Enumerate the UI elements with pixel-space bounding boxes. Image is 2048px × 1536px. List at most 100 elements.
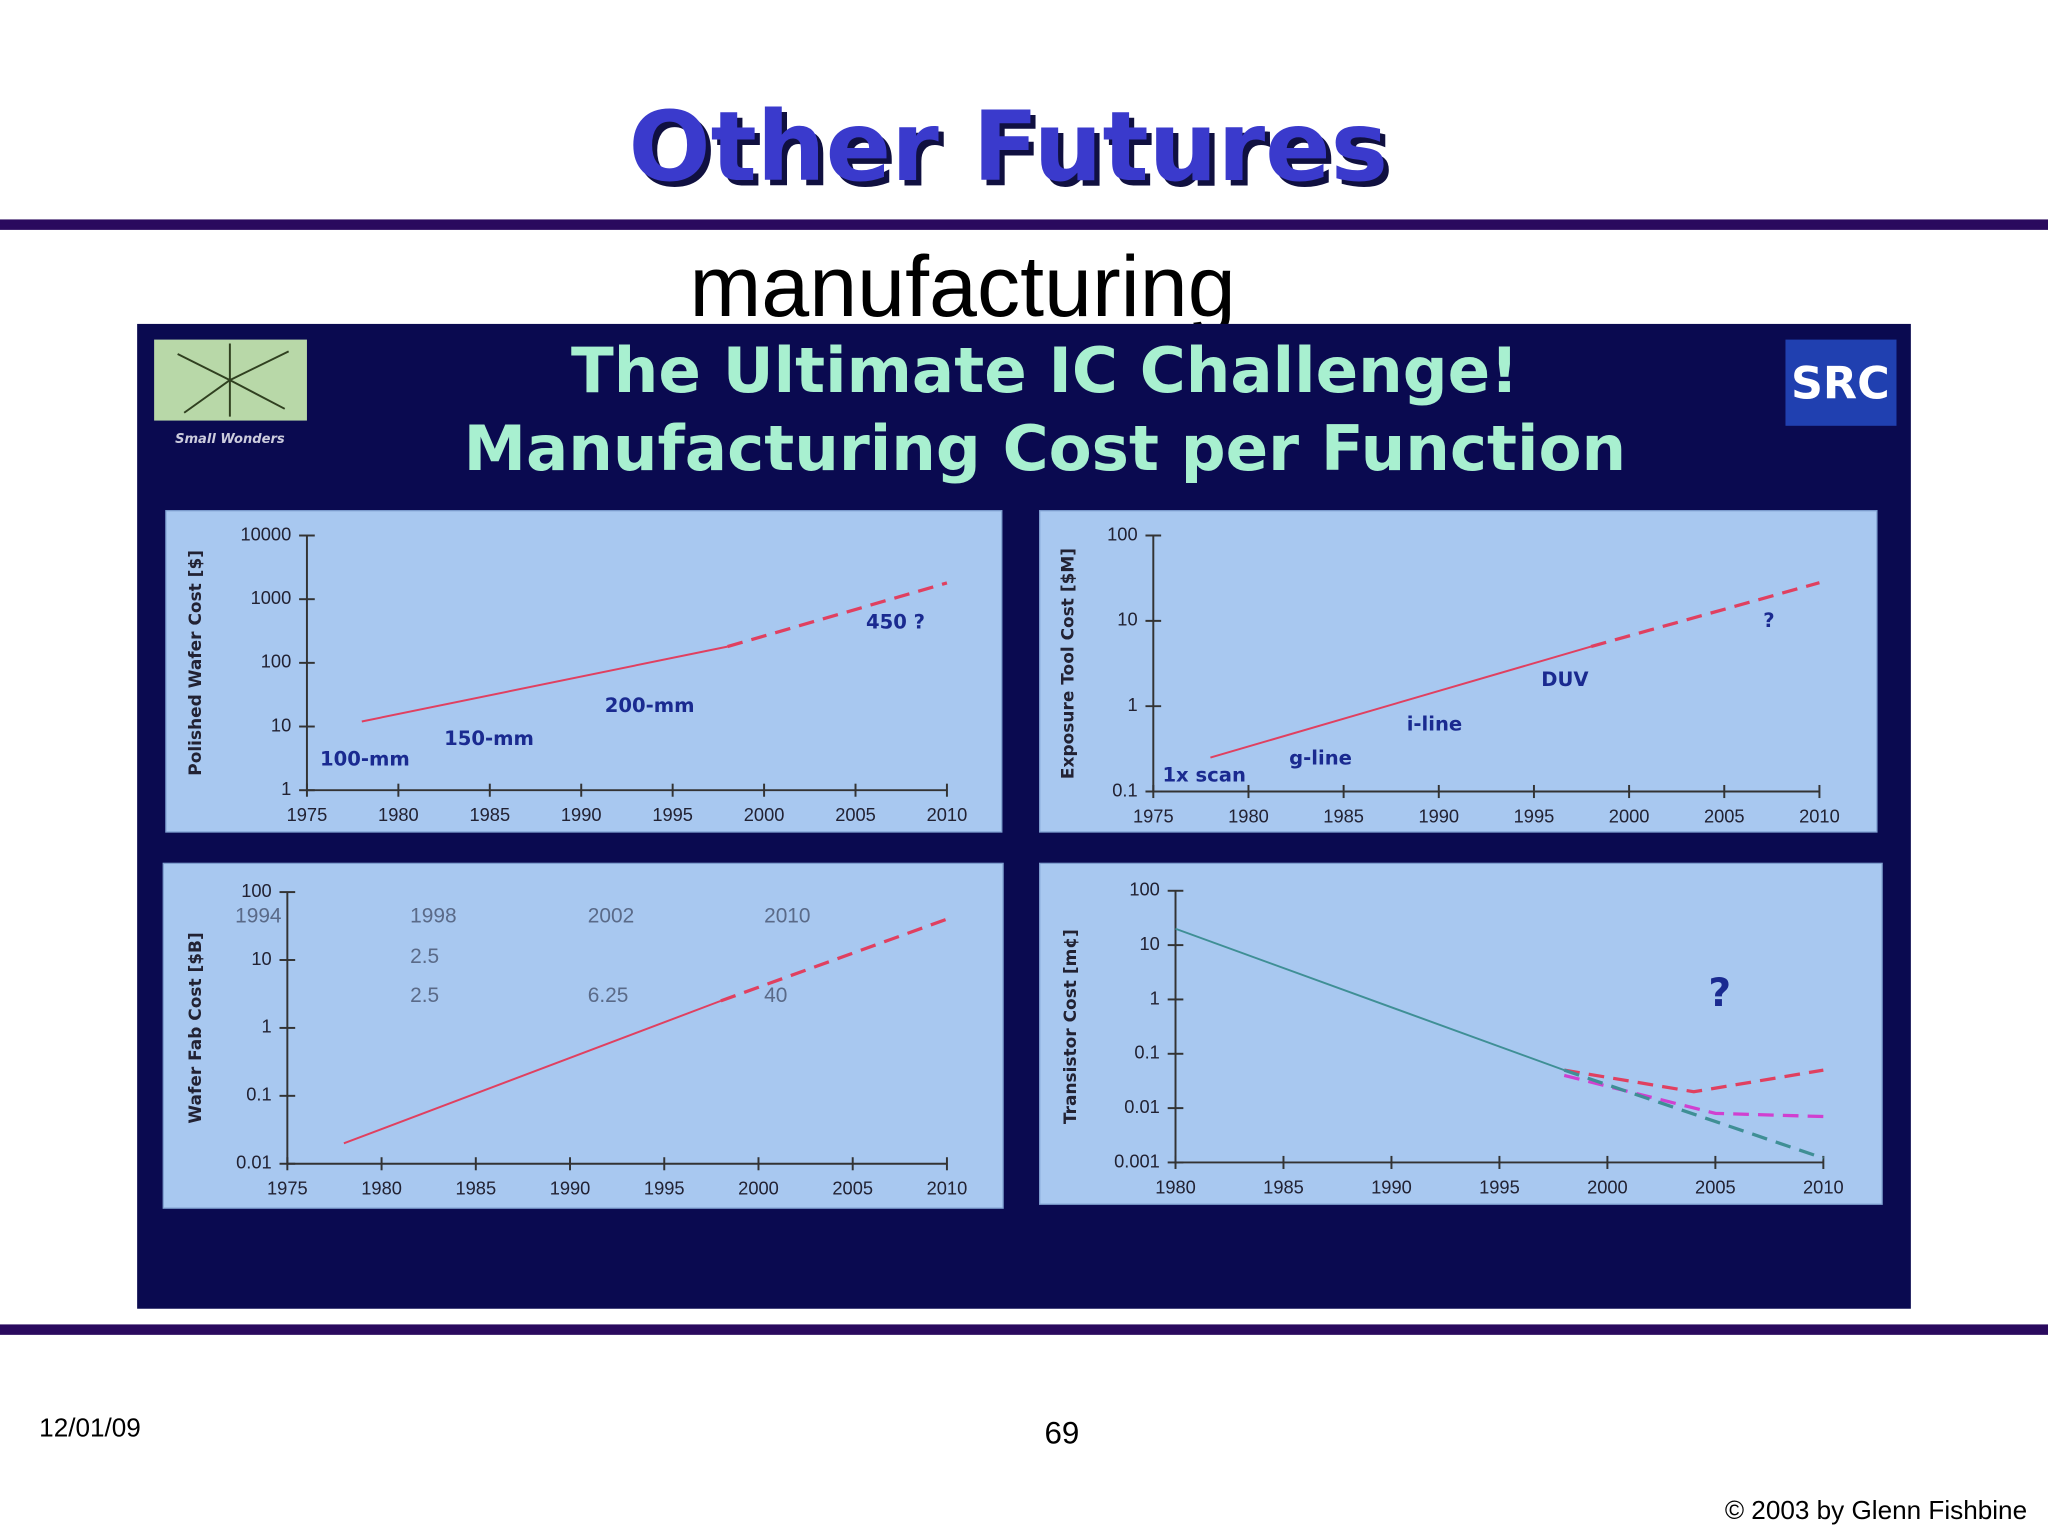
y-tick-label: 100: [1107, 523, 1137, 544]
x-tick-label: 2010: [1803, 1176, 1844, 1197]
title-shadow: Other Futures: [634, 95, 1394, 208]
x-tick-label: 2000: [1587, 1176, 1628, 1197]
x-tick-label: 1985: [1323, 805, 1364, 826]
x-tick-label: 1980: [1155, 1176, 1196, 1197]
series-line: [720, 917, 948, 1003]
x-tick-label: 1990: [1371, 1176, 1412, 1197]
annotation: ?: [1708, 971, 1731, 1016]
y-tick-label: 10: [251, 948, 271, 969]
y-tick-label: 10: [271, 714, 291, 735]
x-tick-label: 2005: [1704, 805, 1745, 826]
y-tick-label: 0.01: [1124, 1096, 1160, 1117]
x-tick-label: 1980: [1228, 805, 1269, 826]
y-tick-label: 100: [261, 651, 291, 672]
x-tick-label: 1980: [361, 1178, 402, 1199]
copyright: © 2003 by Glenn Fishbine: [1725, 1495, 2027, 1525]
y-tick-label: 0.1: [246, 1084, 271, 1105]
x-tick-label: 2010: [927, 804, 968, 825]
annotation: i-line: [1407, 712, 1462, 735]
rule: [0, 219, 2048, 230]
chart-panel: [1039, 862, 1883, 1205]
x-tick-label: 2010: [927, 1178, 968, 1199]
date: 12/01/09: [39, 1413, 141, 1443]
subtitle: manufacturing: [690, 239, 1236, 335]
series-line: [1175, 927, 1565, 1072]
x-tick-label: 2005: [1695, 1176, 1736, 1197]
y-tick-label: 1: [1150, 987, 1160, 1008]
annotation: 2.5: [410, 984, 439, 1007]
y-tick-label: 0.1: [1134, 1042, 1159, 1063]
annotation: 40: [764, 984, 787, 1007]
series-line: [1590, 581, 1820, 649]
x-tick-label: 1995: [1514, 805, 1555, 826]
rule: [0, 1324, 2048, 1335]
x-tick-label: 1990: [561, 804, 602, 825]
x-tick-label: 1985: [469, 804, 510, 825]
y-tick-label: 1: [262, 1016, 272, 1037]
panel-title: Manufacturing Cost per Function: [464, 412, 1627, 485]
annotation: 100-mm: [320, 748, 410, 771]
annotation: 200-mm: [605, 694, 695, 717]
y-axis-label: Wafer Fab Cost [$B]: [186, 932, 206, 1123]
y-tick-label: 0.1: [1112, 779, 1137, 800]
x-tick-label: 1995: [1479, 1176, 1520, 1197]
annotation: 1998: [410, 904, 456, 927]
annotation: DUV: [1541, 668, 1589, 691]
chart-panel: [162, 862, 1004, 1209]
annotation: ?: [1763, 609, 1774, 632]
x-tick-label: 1995: [652, 804, 693, 825]
annotation: g-line: [1289, 746, 1352, 769]
chart-panel: [1039, 510, 1878, 833]
logo-art: [177, 343, 290, 417]
series-line: [1563, 1068, 1824, 1094]
y-tick-label: 0.001: [1114, 1150, 1160, 1171]
x-tick-label: 1975: [1133, 805, 1174, 826]
annotation: 6.25: [588, 984, 629, 1007]
annotation: 1x scan: [1162, 763, 1245, 786]
y-axis-label: Transistor Cost [m¢]: [1061, 929, 1081, 1124]
x-tick-label: 2005: [832, 1178, 873, 1199]
x-tick-label: 2010: [1799, 805, 1840, 826]
x-tick-label: 2000: [744, 804, 785, 825]
annotation: 150-mm: [444, 727, 534, 750]
chart-panel: [165, 510, 1003, 833]
y-tick-label: 10: [1140, 933, 1160, 954]
annotation: 2010: [764, 904, 810, 927]
logo-right-text: SRC: [1791, 358, 1890, 409]
series-line: [727, 581, 948, 649]
y-axis-label: Polished Wafer Cost [$]: [186, 550, 206, 776]
page-number: 69: [1044, 1415, 1079, 1450]
y-tick-label: 100: [1129, 879, 1159, 900]
logo-left-text: Small Wonders: [175, 432, 285, 447]
annotation: 2002: [588, 904, 634, 927]
y-tick-label: 100: [241, 880, 271, 901]
x-tick-label: 1990: [1418, 805, 1459, 826]
x-tick-label: 1975: [287, 804, 328, 825]
x-tick-label: 2000: [738, 1178, 779, 1199]
annotation: 1994: [235, 904, 281, 927]
logo-right: [1785, 339, 1897, 426]
y-tick-label: 10: [1117, 609, 1137, 630]
y-tick-label: 1000: [251, 587, 292, 608]
y-tick-label: 1: [281, 778, 291, 799]
x-tick-label: 1985: [1263, 1176, 1304, 1197]
y-tick-label: 1: [1127, 694, 1137, 715]
x-tick-label: 2000: [1609, 805, 1650, 826]
y-axis-label: Exposure Tool Cost [$M]: [1058, 548, 1078, 779]
x-tick-label: 1995: [644, 1178, 685, 1199]
title: Other Futures: [628, 90, 1388, 203]
series-line: [1210, 645, 1592, 759]
x-tick-label: 2005: [835, 804, 876, 825]
series-line: [343, 999, 722, 1145]
annotation: 2.5: [410, 945, 439, 968]
x-tick-label: 1985: [455, 1178, 496, 1199]
annotation: 450 ?: [866, 611, 925, 634]
y-tick-label: 0.01: [236, 1152, 272, 1173]
panel-title: The Ultimate IC Challenge!: [571, 334, 1519, 407]
series-line: [361, 645, 728, 723]
series-line: [1563, 1068, 1824, 1160]
x-tick-label: 1990: [550, 1178, 591, 1199]
x-tick-label: 1975: [267, 1178, 308, 1199]
